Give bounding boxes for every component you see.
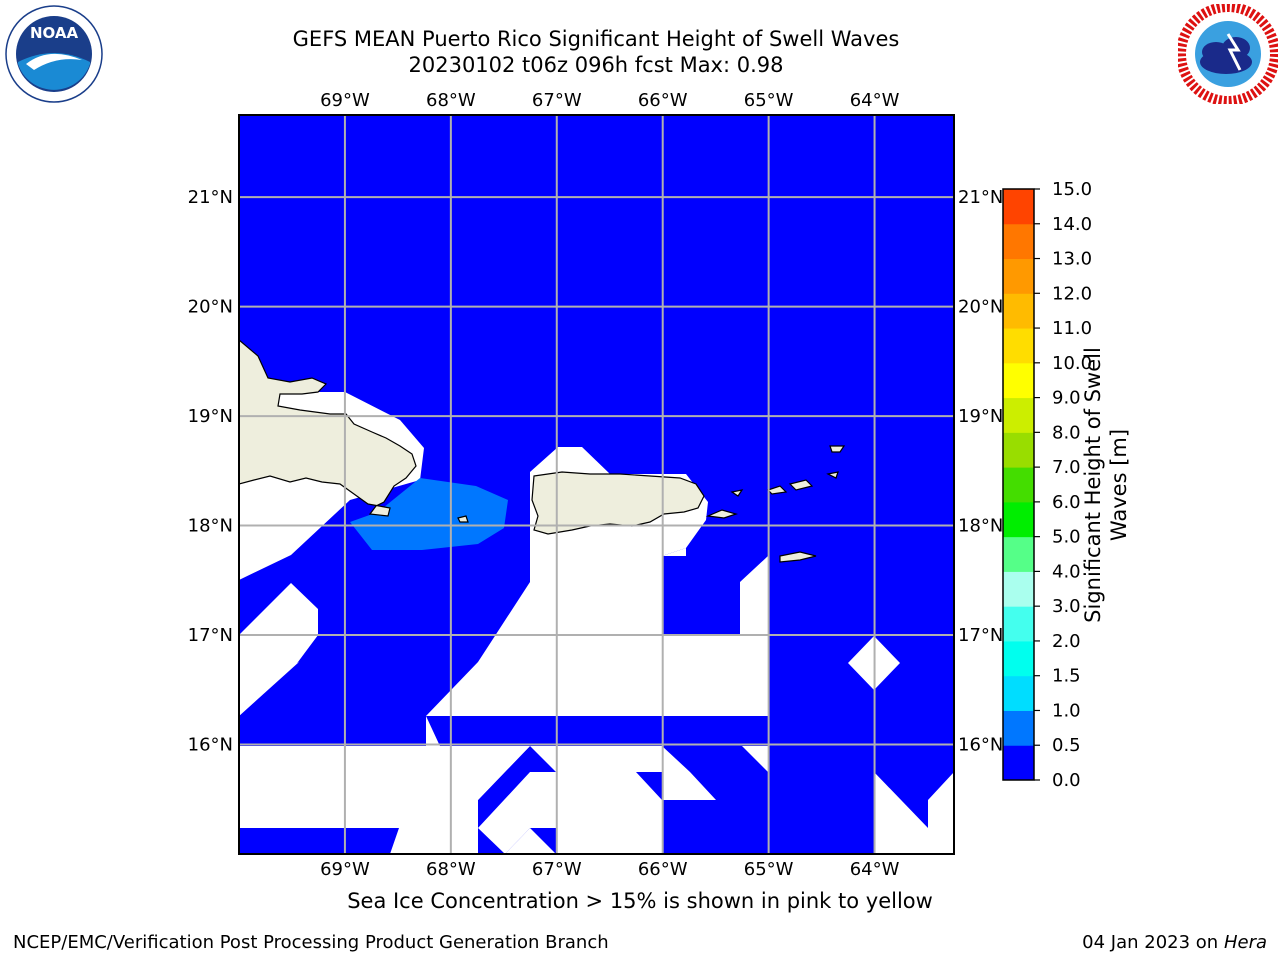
footer-machine: Hera (1223, 932, 1267, 953)
colorbar-frame (1002, 188, 1035, 781)
colorbar-tick-label: 0.5 (1052, 735, 1081, 756)
lat-tick-label-left: 18°N (188, 516, 233, 537)
lon-tick-label-top: 64°W (850, 90, 900, 111)
colorbar-segment (1003, 328, 1034, 364)
lon-tick-label-top: 67°W (532, 90, 582, 111)
lat-tick-label-left: 21°N (188, 187, 233, 208)
footer-date: 04 Jan 2023 on Hera (1082, 932, 1267, 953)
colorbar-tick-label: 1.5 (1052, 666, 1081, 687)
colorbar-segment (1003, 606, 1034, 642)
colorbar-segment (1003, 675, 1034, 711)
lon-tick-label-top: 69°W (320, 90, 370, 111)
colorbar-segment (1003, 432, 1034, 468)
colorbar-tick-label: 0.0 (1052, 770, 1081, 791)
lon-tick-label-bottom: 66°W (638, 859, 688, 880)
colorbar-tick-label: 14.0 (1052, 214, 1092, 235)
lat-tick-label-left: 19°N (188, 406, 233, 427)
map-frame (238, 114, 955, 855)
sea-ice-caption: Sea Ice Concentration > 15% is shown in … (347, 889, 933, 913)
colorbar-segment (1003, 745, 1034, 781)
colorbar-label: Significant Height of Swell Waves [m] (1081, 347, 1131, 623)
colorbar-segment (1003, 258, 1034, 294)
chart-subtitle: 20230102 t06z 096h fcst Max: 0.98 (408, 53, 784, 77)
colorbar-tick-label: 7.0 (1052, 457, 1081, 478)
colorbar-tick-label: 11.0 (1052, 318, 1092, 339)
colorbar-segment (1003, 223, 1034, 260)
colorbar-segment (1003, 467, 1034, 503)
colorbar-segment (1003, 536, 1034, 572)
colorbar-tick-label: 13.0 (1052, 249, 1092, 270)
colorbar-segment (1003, 571, 1034, 607)
nws-logo-icon (1178, 4, 1278, 104)
lat-tick-label-right: 19°N (958, 406, 1003, 427)
lat-tick-label-left: 20°N (188, 297, 233, 318)
lon-tick-label-top: 68°W (426, 90, 476, 111)
lat-tick-label-left: 17°N (188, 625, 233, 646)
colorbar-tick-label: 10.0 (1052, 353, 1092, 374)
svg-text:NOAA: NOAA (30, 24, 79, 42)
lon-tick-label-bottom: 69°W (320, 859, 370, 880)
colorbar-tick-label: 5.0 (1052, 527, 1081, 548)
colorbar-segment (1003, 710, 1034, 746)
lon-tick-label-bottom: 65°W (744, 859, 794, 880)
map-gridlines (239, 115, 954, 854)
colorbar-tick-label: 4.0 (1052, 561, 1081, 582)
colorbar-tick-label: 2.0 (1052, 631, 1081, 652)
colorbar-tick-label: 3.0 (1052, 596, 1081, 617)
lon-tick-label-bottom: 68°W (426, 859, 476, 880)
lat-tick-label-right: 20°N (958, 297, 1003, 318)
colorbar-tick-label: 12.0 (1052, 283, 1092, 304)
colorbar-tick-label: 6.0 (1052, 492, 1081, 513)
colorbar-segment (1003, 189, 1034, 225)
colorbar-tick-label: 8.0 (1052, 422, 1081, 443)
lat-tick-label-left: 16°N (188, 735, 233, 756)
colorbar-segment (1003, 501, 1034, 538)
colorbar-segment (1003, 397, 1034, 433)
lon-tick-label-top: 65°W (744, 90, 794, 111)
colorbar-segment (1003, 293, 1034, 329)
colorbar-segment (1003, 362, 1034, 399)
lat-tick-label-right: 18°N (958, 516, 1003, 537)
lon-tick-label-bottom: 64°W (850, 859, 900, 880)
swell-field-0.5-1.0 (350, 478, 508, 550)
colorbar-tick-label: 9.0 (1052, 388, 1081, 409)
lon-tick-label-top: 66°W (638, 90, 688, 111)
colorbar-tick-label: 1.0 (1052, 700, 1081, 721)
chart-title: GEFS MEAN Puerto Rico Significant Height… (292, 27, 900, 51)
colorbar-segment (1003, 640, 1034, 677)
footer-date-text: 04 Jan 2023 on (1082, 932, 1224, 953)
land-masses (239, 339, 846, 563)
lat-tick-label-right: 21°N (958, 187, 1003, 208)
noaa-logo-icon: NOAA (5, 5, 103, 103)
lon-tick-label-bottom: 67°W (532, 859, 582, 880)
footer-credit: NCEP/EMC/Verification Post Processing Pr… (13, 932, 609, 953)
colorbar-tick-label: 15.0 (1052, 179, 1092, 200)
lat-tick-label-right: 16°N (958, 735, 1003, 756)
lat-tick-label-right: 17°N (958, 625, 1003, 646)
